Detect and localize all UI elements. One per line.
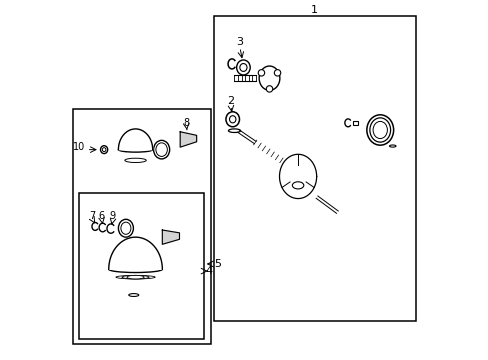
Text: 2: 2: [227, 96, 234, 106]
Text: 10: 10: [73, 142, 85, 152]
Polygon shape: [162, 230, 179, 244]
Ellipse shape: [102, 148, 106, 152]
Text: 4: 4: [205, 266, 212, 276]
Ellipse shape: [369, 118, 390, 142]
Ellipse shape: [258, 69, 264, 76]
Ellipse shape: [240, 64, 246, 71]
Polygon shape: [118, 129, 152, 150]
Bar: [353, 121, 357, 125]
Ellipse shape: [259, 66, 279, 90]
Ellipse shape: [116, 275, 155, 279]
Text: 1: 1: [310, 5, 317, 15]
Text: 6: 6: [98, 211, 104, 221]
Ellipse shape: [127, 275, 144, 279]
Ellipse shape: [266, 86, 272, 92]
Ellipse shape: [225, 112, 239, 127]
Ellipse shape: [236, 60, 250, 75]
Ellipse shape: [372, 121, 386, 139]
Ellipse shape: [156, 143, 167, 157]
Ellipse shape: [292, 182, 303, 189]
Ellipse shape: [108, 266, 162, 273]
Ellipse shape: [389, 145, 395, 147]
Ellipse shape: [122, 275, 149, 279]
Ellipse shape: [229, 116, 235, 123]
Text: 9: 9: [109, 211, 115, 221]
Ellipse shape: [153, 140, 169, 159]
Text: 5: 5: [214, 259, 221, 269]
Bar: [80, 193, 203, 339]
Ellipse shape: [118, 219, 133, 237]
Ellipse shape: [228, 129, 240, 132]
Bar: [214, 16, 415, 321]
Text: 7: 7: [89, 211, 95, 221]
Polygon shape: [279, 154, 316, 199]
Polygon shape: [108, 237, 162, 269]
Ellipse shape: [118, 147, 152, 152]
Ellipse shape: [101, 146, 107, 154]
Ellipse shape: [124, 158, 146, 162]
Text: 8: 8: [183, 118, 189, 128]
Polygon shape: [180, 132, 196, 147]
Ellipse shape: [366, 115, 393, 145]
Bar: [73, 109, 210, 344]
Ellipse shape: [274, 69, 280, 76]
Ellipse shape: [121, 222, 131, 234]
Ellipse shape: [128, 294, 139, 296]
Text: 3: 3: [236, 37, 243, 48]
